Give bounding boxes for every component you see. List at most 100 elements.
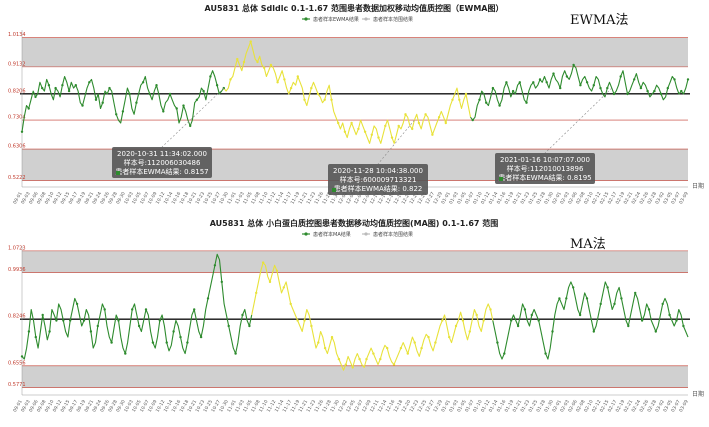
ma-data-point[interactable] xyxy=(75,302,79,306)
ma-data-point[interactable] xyxy=(530,313,533,317)
ma-data-point[interactable] xyxy=(358,357,361,361)
ewma-data-point[interactable] xyxy=(155,84,158,87)
ewma-data-point[interactable] xyxy=(404,113,407,116)
ma-data-point[interactable] xyxy=(179,335,182,339)
ewma-data-point[interactable] xyxy=(612,92,616,96)
ewma-data-point[interactable] xyxy=(444,121,447,125)
ewma-data-point[interactable] xyxy=(485,101,488,104)
ewma-data-point[interactable] xyxy=(182,104,185,107)
ewma-data-point[interactable] xyxy=(606,86,609,90)
ma-data-point[interactable] xyxy=(131,308,134,311)
ma-data-point[interactable] xyxy=(151,341,155,344)
ewma-data-point[interactable] xyxy=(384,124,387,128)
ewma-data-point[interactable] xyxy=(47,84,51,87)
ewma-data-point[interactable] xyxy=(491,86,495,90)
ewma-data-point[interactable] xyxy=(101,101,104,104)
ewma-data-point[interactable] xyxy=(505,81,508,84)
ewma-data-point[interactable] xyxy=(619,75,622,78)
ma-data-point[interactable] xyxy=(537,319,540,322)
ma-data-point[interactable] xyxy=(372,352,375,355)
ma-data-point[interactable] xyxy=(241,313,244,317)
ewma-data-point[interactable] xyxy=(88,81,91,84)
ma-data-point[interactable] xyxy=(227,324,230,328)
ma-data-point[interactable] xyxy=(337,357,341,361)
ma-data-point[interactable] xyxy=(523,308,527,311)
ewma-data-point[interactable] xyxy=(229,78,232,81)
ewma-data-point[interactable] xyxy=(256,60,259,64)
ma-data-point[interactable] xyxy=(282,286,285,289)
ma-data-point[interactable] xyxy=(206,297,210,300)
ma-data-point[interactable] xyxy=(627,324,630,328)
ma-data-point[interactable] xyxy=(103,308,106,311)
ma-data-point[interactable] xyxy=(20,355,24,358)
ewma-data-point[interactable] xyxy=(390,136,394,139)
ewma-data-point[interactable] xyxy=(626,92,629,96)
ma-data-point[interactable] xyxy=(55,319,58,322)
ma-data-point[interactable] xyxy=(213,264,217,267)
ma-data-point[interactable] xyxy=(427,335,430,339)
ewma-data-point[interactable] xyxy=(141,81,145,84)
ma-data-point[interactable] xyxy=(420,346,423,350)
ewma-data-point[interactable] xyxy=(377,136,380,139)
ma-data-point[interactable] xyxy=(186,341,189,344)
ma-data-point[interactable] xyxy=(565,297,568,300)
ewma-data-point[interactable] xyxy=(128,92,131,96)
ewma-data-point[interactable] xyxy=(592,84,595,87)
ewma-data-point[interactable] xyxy=(585,81,589,84)
ewma-data-point[interactable] xyxy=(599,86,602,90)
ewma-data-point[interactable] xyxy=(67,89,71,93)
ewma-data-point[interactable] xyxy=(538,78,542,81)
ma-data-point[interactable] xyxy=(172,330,175,333)
ma-data-point[interactable] xyxy=(165,341,168,344)
ewma-data-point[interactable] xyxy=(458,98,461,102)
ma-data-point[interactable] xyxy=(661,302,664,306)
ewma-data-point[interactable] xyxy=(148,92,151,96)
ma-data-point[interactable] xyxy=(27,330,31,333)
ewma-data-point[interactable] xyxy=(431,133,434,136)
ewma-data-point[interactable] xyxy=(659,92,663,96)
ewma-data-point[interactable] xyxy=(189,124,192,128)
ma-data-point[interactable] xyxy=(34,335,37,339)
ewma-data-point[interactable] xyxy=(572,63,575,67)
ma-data-point[interactable] xyxy=(365,357,368,361)
ewma-data-point[interactable] xyxy=(525,101,528,104)
ewma-data-point[interactable] xyxy=(41,86,44,90)
ewma-data-point[interactable] xyxy=(579,84,582,87)
ewma-data-point[interactable] xyxy=(673,78,676,81)
ma-data-point[interactable] xyxy=(620,297,623,300)
ma-data-point[interactable] xyxy=(268,280,272,284)
ma-data-point[interactable] xyxy=(503,352,506,355)
ewma-data-point[interactable] xyxy=(680,89,683,93)
ewma-data-point[interactable] xyxy=(94,98,98,102)
ma-data-point[interactable] xyxy=(69,319,72,322)
ewma-data-point[interactable] xyxy=(54,86,57,90)
ewma-data-point[interactable] xyxy=(303,98,306,102)
ma-data-point[interactable] xyxy=(606,286,609,289)
ewma-data-point[interactable] xyxy=(411,127,414,131)
ma-data-point[interactable] xyxy=(392,363,396,366)
ewma-data-point[interactable] xyxy=(653,89,656,93)
ma-data-point[interactable] xyxy=(489,308,492,311)
ewma-data-point[interactable] xyxy=(215,84,219,87)
ewma-data-point[interactable] xyxy=(565,75,569,78)
ewma-data-point[interactable] xyxy=(283,78,286,81)
ma-data-point[interactable] xyxy=(144,308,148,311)
ma-data-point[interactable] xyxy=(248,324,251,328)
ma-data-point[interactable] xyxy=(82,319,86,322)
ma-data-point[interactable] xyxy=(199,335,203,339)
ma-data-point[interactable] xyxy=(551,330,554,333)
ma-data-point[interactable] xyxy=(634,291,637,295)
ma-data-point[interactable] xyxy=(255,291,258,295)
ma-data-point[interactable] xyxy=(544,352,547,355)
ma-data-point[interactable] xyxy=(220,280,223,284)
ma-data-point[interactable] xyxy=(110,341,113,344)
ma-data-point[interactable] xyxy=(303,319,306,322)
ma-data-point[interactable] xyxy=(261,261,265,264)
ewma-data-point[interactable] xyxy=(34,95,37,99)
ma-data-point[interactable] xyxy=(578,313,582,317)
ewma-data-point[interactable] xyxy=(310,86,313,90)
ma-data-point[interactable] xyxy=(379,357,382,361)
ewma-legend-label-1[interactable]: 患者样本范围结果 xyxy=(373,16,413,23)
ewma-data-point[interactable] xyxy=(545,81,548,84)
ewma-data-point[interactable] xyxy=(162,110,165,113)
